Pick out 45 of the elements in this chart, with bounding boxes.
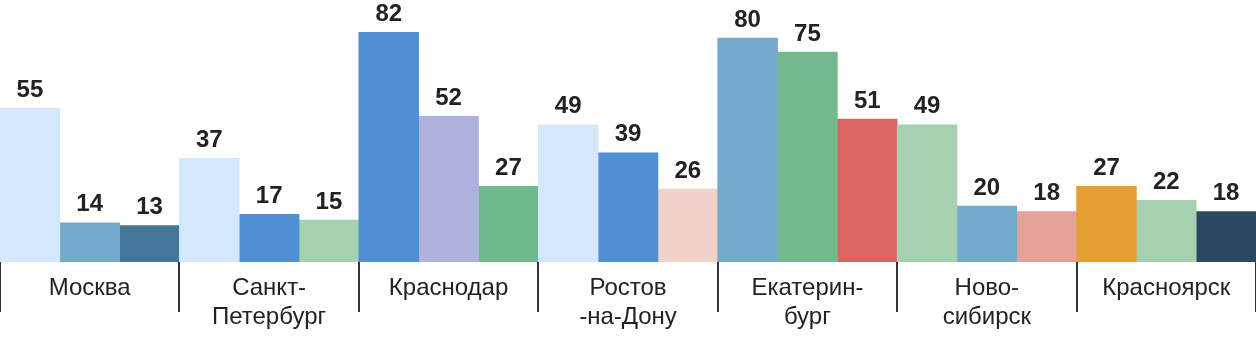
data-label: 27 bbox=[495, 153, 522, 181]
data-label: 80 bbox=[734, 4, 761, 32]
bar bbox=[1016, 211, 1077, 262]
data-label: 27 bbox=[1093, 153, 1120, 181]
x-tick-label: Ростов -на-Дону bbox=[579, 273, 677, 329]
data-label: 52 bbox=[435, 83, 462, 111]
data-label: 39 bbox=[614, 119, 642, 147]
data-label: 26 bbox=[674, 155, 702, 183]
data-label: 75 bbox=[794, 18, 821, 46]
data-label: 51 bbox=[853, 85, 881, 113]
data-label: 18 bbox=[1212, 178, 1240, 206]
data-label: 14 bbox=[76, 189, 104, 217]
data-label: 37 bbox=[195, 125, 223, 153]
data-label: 17 bbox=[255, 181, 283, 209]
bar bbox=[597, 152, 659, 262]
data-label: 82 bbox=[375, 0, 403, 27]
bar bbox=[478, 186, 539, 262]
bar bbox=[298, 219, 360, 262]
bar bbox=[418, 116, 479, 262]
data-label: 15 bbox=[315, 186, 343, 214]
bar bbox=[59, 222, 120, 262]
bar bbox=[956, 205, 1018, 262]
data-label: 55 bbox=[16, 74, 44, 102]
data-label: 49 bbox=[554, 91, 582, 119]
bar bbox=[657, 188, 719, 262]
data-label: 22 bbox=[1152, 167, 1180, 195]
x-tick-label: Санкт- Петербург bbox=[212, 273, 327, 329]
bar bbox=[119, 225, 180, 262]
x-tick-label: Москва bbox=[48, 273, 132, 301]
bar bbox=[537, 124, 599, 262]
bar bbox=[1076, 186, 1137, 262]
data-label: 13 bbox=[136, 192, 163, 220]
data-label: 20 bbox=[973, 172, 1001, 200]
x-tick-label: Краснодар bbox=[388, 273, 509, 301]
bar bbox=[238, 214, 300, 262]
bar bbox=[0, 107, 61, 262]
data-label: 18 bbox=[1033, 178, 1061, 206]
bar bbox=[777, 51, 838, 262]
x-tick-label: Екатерин- бург bbox=[751, 273, 864, 329]
bar bbox=[1195, 211, 1256, 262]
x-tick-label: Красноярск bbox=[1102, 273, 1231, 301]
x-tick-label: Ново- сибирск bbox=[942, 273, 1032, 329]
bar bbox=[179, 158, 240, 262]
data-label: 49 bbox=[913, 91, 941, 119]
bar bbox=[837, 118, 898, 262]
